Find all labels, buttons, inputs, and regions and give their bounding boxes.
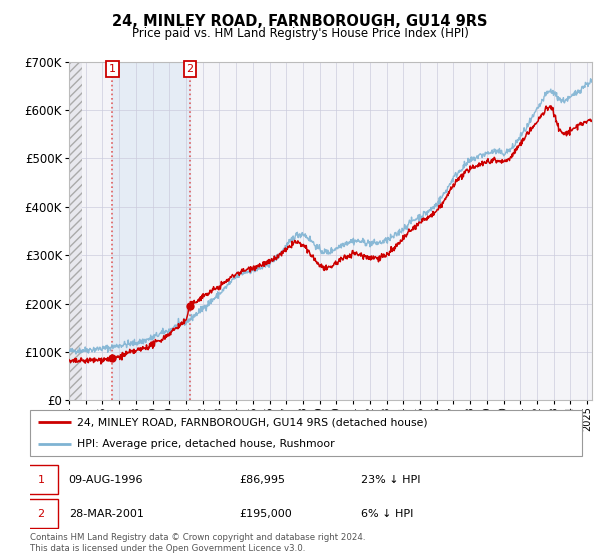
Text: £195,000: £195,000 [240,508,293,519]
Text: £86,995: £86,995 [240,475,286,485]
Text: 24, MINLEY ROAD, FARNBOROUGH, GU14 9RS: 24, MINLEY ROAD, FARNBOROUGH, GU14 9RS [112,14,488,29]
Text: 2: 2 [37,508,44,519]
Text: HPI: Average price, detached house, Rushmoor: HPI: Average price, detached house, Rush… [77,439,335,449]
FancyBboxPatch shape [30,410,582,456]
Text: 23% ↓ HPI: 23% ↓ HPI [361,475,421,485]
Text: Price paid vs. HM Land Registry's House Price Index (HPI): Price paid vs. HM Land Registry's House … [131,27,469,40]
FancyBboxPatch shape [25,499,58,528]
Text: 09-AUG-1996: 09-AUG-1996 [68,475,143,485]
Text: 1: 1 [109,64,116,74]
Text: 28-MAR-2001: 28-MAR-2001 [68,508,143,519]
Bar [112,62,190,400]
Text: 2: 2 [186,64,193,74]
FancyBboxPatch shape [25,465,58,494]
Text: 24, MINLEY ROAD, FARNBOROUGH, GU14 9RS (detached house): 24, MINLEY ROAD, FARNBOROUGH, GU14 9RS (… [77,417,428,427]
Text: 6% ↓ HPI: 6% ↓ HPI [361,508,413,519]
Text: Contains HM Land Registry data © Crown copyright and database right 2024.
This d: Contains HM Land Registry data © Crown c… [30,533,365,553]
Text: 1: 1 [38,475,44,485]
Bar [69,62,82,400]
